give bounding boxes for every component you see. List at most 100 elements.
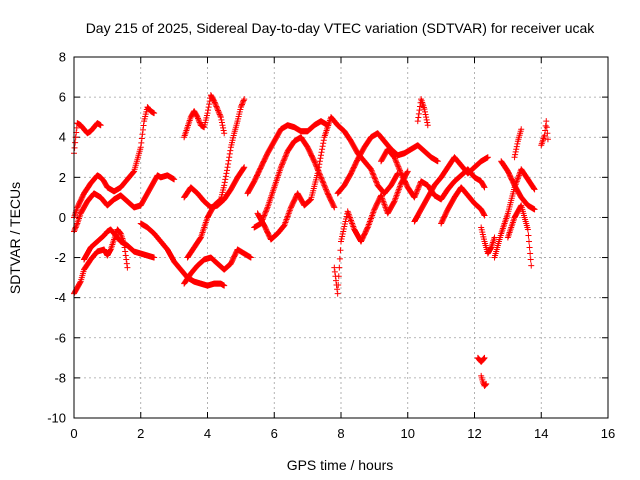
data-point-marker — [221, 282, 228, 289]
data-point-marker — [512, 151, 519, 158]
data-marker-layer — [71, 92, 551, 389]
data-point-marker — [413, 189, 420, 196]
data-point-marker — [196, 118, 203, 125]
y-tick-label: 8 — [59, 50, 66, 65]
data-point-marker — [311, 158, 318, 165]
data-point-marker — [241, 164, 248, 171]
data-point-marker — [480, 355, 487, 362]
data-point-marker — [71, 227, 78, 234]
data-point-marker — [526, 238, 533, 245]
data-point-marker — [370, 171, 377, 178]
data-point-marker — [261, 211, 268, 218]
series-s3 — [71, 172, 178, 235]
data-point-marker — [211, 99, 218, 106]
data-point-marker — [412, 191, 419, 198]
data-point-marker — [483, 380, 490, 387]
data-point-marker — [307, 196, 314, 203]
data-point-marker — [319, 178, 326, 185]
data-point-marker — [212, 100, 219, 107]
data-point-marker — [217, 114, 224, 121]
data-point-marker — [73, 124, 80, 131]
data-point-marker — [479, 378, 486, 385]
data-point-marker — [320, 137, 327, 144]
data-point-marker — [264, 205, 271, 212]
y-tick-label: -10 — [47, 411, 66, 426]
data-point-marker — [514, 140, 521, 147]
data-point-marker — [335, 281, 342, 288]
data-point-marker — [370, 172, 377, 179]
series-s16 — [378, 146, 488, 203]
data-point-marker — [281, 156, 288, 163]
data-point-marker — [480, 211, 487, 218]
y-tick-label: -4 — [54, 290, 66, 305]
data-point-marker — [424, 119, 431, 126]
data-point-marker — [310, 157, 317, 164]
data-point-marker — [124, 264, 131, 271]
series-s2 — [71, 104, 158, 221]
series-s20 — [478, 224, 498, 257]
series-s23 — [504, 202, 535, 269]
data-point-marker — [221, 179, 228, 186]
data-point-marker — [482, 382, 489, 389]
data-point-marker — [415, 185, 422, 192]
data-point-marker — [484, 154, 491, 161]
data-point-marker — [394, 162, 401, 169]
data-point-marker — [340, 225, 347, 232]
x-tick-label: 8 — [337, 426, 344, 441]
data-point-marker — [336, 264, 343, 271]
data-point-marker — [416, 182, 423, 189]
data-point-marker — [139, 126, 146, 133]
data-point-marker — [321, 183, 328, 190]
data-point-marker — [195, 116, 202, 123]
data-point-marker — [197, 235, 204, 242]
data-point-marker — [194, 114, 201, 121]
data-point-marker — [335, 273, 342, 280]
data-point-marker — [222, 176, 229, 183]
data-point-marker — [322, 185, 329, 192]
data-point-marker — [338, 236, 345, 243]
data-point-marker — [331, 268, 338, 275]
data-point-marker — [411, 193, 418, 200]
data-point-marker — [543, 118, 550, 125]
data-point-marker — [123, 260, 130, 267]
data-point-marker — [315, 164, 322, 171]
data-point-marker — [316, 158, 323, 165]
data-point-marker — [525, 232, 532, 239]
data-point-marker — [262, 209, 269, 216]
data-point-marker — [262, 208, 269, 215]
data-point-marker — [225, 160, 232, 167]
series-s27 — [538, 118, 551, 149]
data-point-marker — [220, 127, 227, 134]
series-s24 — [511, 126, 525, 161]
x-tick-label: 10 — [401, 426, 415, 441]
series-s18 — [438, 184, 488, 227]
series-s13 — [254, 114, 401, 243]
data-point-marker — [279, 160, 286, 167]
data-point-marker — [217, 112, 224, 119]
data-point-marker — [223, 170, 230, 177]
y-tick-label: 0 — [59, 210, 66, 225]
data-point-marker — [247, 254, 254, 261]
tick-layer: 0 2 4 6 8 10 12 14 16 -10 -8 -6 -4 -2 0 2 4 6 8 — [47, 50, 615, 442]
data-point-marker — [513, 146, 520, 153]
series-s25 — [474, 354, 488, 365]
data-point-marker — [240, 98, 247, 105]
data-point-marker — [527, 250, 534, 257]
data-point-marker — [543, 124, 550, 131]
data-point-marker — [524, 226, 531, 233]
data-point-marker — [279, 161, 286, 168]
series-s21 — [491, 166, 538, 261]
data-point-marker — [394, 160, 401, 167]
data-point-marker — [151, 254, 158, 261]
data-point-marker — [205, 107, 212, 114]
data-point-marker — [224, 164, 231, 171]
x-axis-label: GPS time / hours — [287, 457, 394, 473]
data-point-marker — [332, 277, 339, 284]
data-point-marker — [237, 104, 244, 111]
data-point-marker — [341, 223, 348, 230]
series-s5 — [81, 226, 158, 263]
data-point-marker — [282, 152, 289, 159]
data-point-marker — [542, 122, 549, 129]
data-point-marker — [373, 178, 380, 185]
